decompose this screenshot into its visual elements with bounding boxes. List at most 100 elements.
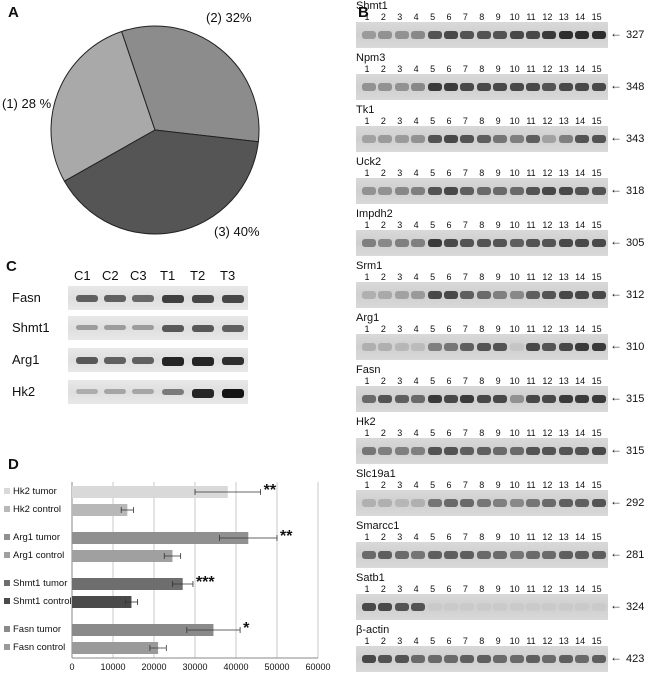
- gel-strip: [356, 22, 608, 48]
- lane-number: 5: [430, 376, 436, 386]
- lane-number: 4: [413, 376, 419, 386]
- legend-swatch: [4, 506, 10, 513]
- gel-band: [460, 239, 475, 247]
- gel-band: [476, 499, 491, 507]
- lane-number: 11: [526, 376, 536, 386]
- gel-band: [427, 135, 442, 143]
- gel-band: [476, 31, 491, 39]
- gel-band: [526, 447, 540, 455]
- gel-band: [460, 31, 475, 39]
- gel-band: [460, 447, 475, 455]
- blot-band: [222, 325, 244, 332]
- gel-band: [509, 655, 524, 663]
- blot-strip: [68, 348, 248, 372]
- lane-number: 14: [575, 428, 586, 438]
- lane-number: 3: [397, 64, 403, 74]
- gel-gene-name: Smarcc1: [356, 520, 400, 532]
- gel-band: [362, 83, 376, 91]
- bp-arrow-icon: ←: [610, 182, 622, 196]
- lane-number: 1: [364, 480, 370, 490]
- gel-bp-size: 315: [626, 393, 645, 405]
- gel-band: [476, 343, 491, 351]
- blot-band: [76, 325, 98, 330]
- bar-category-text: Shmt1 control: [13, 596, 72, 607]
- gel-band: [493, 395, 508, 403]
- gel-band: [591, 343, 606, 351]
- lane-number: 6: [446, 480, 452, 490]
- lane-number: 15: [591, 636, 602, 646]
- blot-column-label: C2: [102, 268, 119, 283]
- bar: [72, 504, 128, 516]
- blot-column-label: C3: [130, 268, 147, 283]
- gel-band: [362, 291, 376, 299]
- x-tick-label: 20000: [141, 662, 167, 672]
- bar-category-text: Fasn tumor: [13, 624, 62, 635]
- gel-gene-name: Satb1: [356, 572, 385, 584]
- lane-number: 1: [364, 324, 370, 334]
- lane-number: 14: [575, 480, 586, 490]
- gel-band: [394, 499, 409, 507]
- lane-number: 11: [526, 12, 536, 22]
- gel-strip: [356, 594, 608, 620]
- gel-band: [362, 447, 376, 455]
- gel-bp-size: 318: [626, 185, 645, 197]
- lane-number: 2: [380, 584, 386, 594]
- bp-arrow-icon: ←: [610, 598, 622, 612]
- gel-band: [558, 83, 573, 91]
- gel-band: [394, 395, 409, 403]
- lane-number: 12: [542, 480, 553, 490]
- lane-number: 7: [462, 12, 468, 22]
- gel-band: [542, 343, 557, 351]
- gel-band: [427, 499, 442, 507]
- lane-number: 1: [364, 220, 370, 230]
- lane-number: 5: [430, 428, 436, 438]
- gel-band: [526, 655, 540, 663]
- lane-number: 8: [479, 480, 485, 490]
- lane-number: 4: [413, 12, 419, 22]
- gel-bp-size: 312: [626, 289, 645, 301]
- lane-number: 2: [380, 480, 386, 490]
- pie-label-2: (2) 32%: [206, 10, 252, 25]
- gel-band: [444, 187, 458, 195]
- blot-row-label: Arg1: [12, 352, 40, 367]
- blot-strip: [68, 316, 248, 340]
- lane-number: 9: [495, 532, 501, 542]
- bar-category-label: Hk2 control: [4, 504, 61, 515]
- gel-band: [411, 395, 426, 403]
- lane-number: 1: [364, 532, 370, 542]
- gel-band: [444, 343, 458, 351]
- gel-bp-size: 315: [626, 445, 645, 457]
- lane-number: 2: [380, 168, 386, 178]
- lane-number: 14: [575, 376, 586, 386]
- lane-number: 3: [397, 584, 403, 594]
- lane-number: 13: [558, 116, 569, 126]
- legend-swatch: [4, 552, 10, 559]
- lane-number: 4: [413, 220, 419, 230]
- gel-block-5: Srm1 1 2 3 4 5 6 7 8 9 10 11 12 13 14 15 ← 312: [352, 260, 650, 312]
- blot-strip: [68, 286, 248, 310]
- blot-band: [104, 325, 126, 330]
- gel-band: [509, 187, 524, 195]
- gel-band: [509, 343, 524, 351]
- gel-gene-name: Fasn: [356, 364, 381, 376]
- lane-number: 14: [575, 532, 586, 542]
- lane-number: 9: [495, 220, 501, 230]
- lane-number: 2: [380, 116, 386, 126]
- x-tick-label: 50000: [264, 662, 290, 672]
- lane-number: 8: [479, 428, 485, 438]
- lane-number: 12: [542, 324, 553, 334]
- blot-band: [132, 325, 154, 330]
- gel-band: [542, 31, 557, 39]
- lane-number: 1: [364, 12, 370, 22]
- lane-number: 1: [364, 272, 370, 282]
- lane-number: 9: [495, 584, 501, 594]
- gel-band: [558, 499, 573, 507]
- lane-number: 15: [591, 324, 602, 334]
- gel-band: [460, 655, 475, 663]
- gel-band: [362, 239, 376, 247]
- gel-band: [575, 343, 590, 351]
- gel-band: [411, 83, 426, 91]
- blot-band: [192, 295, 214, 303]
- lane-number: 9: [495, 168, 501, 178]
- bp-arrow-icon: ←: [610, 78, 622, 92]
